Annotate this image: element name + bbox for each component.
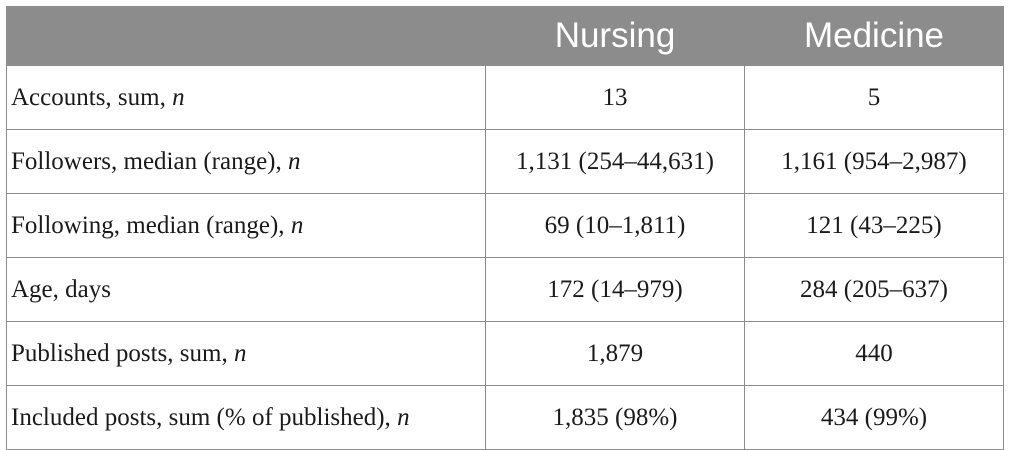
medicine-value: 284 (205–637)	[744, 257, 1004, 322]
nursing-value: 69 (10–1,811)	[485, 193, 745, 258]
row-label: Following, median (range), n	[6, 193, 486, 258]
medicine-value: 434 (99%)	[744, 385, 1004, 450]
nursing-value: 1,879	[485, 321, 745, 386]
table-row: Age, days 172 (14–979) 284 (205–637)	[6, 257, 1004, 322]
row-label-text: Published posts, sum,	[11, 339, 234, 367]
row-label: Followers, median (range), n	[6, 129, 486, 194]
row-label-text: Followers, median (range),	[11, 147, 289, 175]
medicine-value: 440	[744, 321, 1004, 386]
medicine-value: 121 (43–225)	[744, 193, 1004, 258]
row-label-unit: n	[288, 147, 301, 175]
row-label: Accounts, sum, n	[6, 65, 486, 130]
summary-table: Nursing Medicine Accounts, sum, n 13 5 F…	[6, 6, 1004, 450]
row-label-unit: n	[290, 211, 304, 239]
row-label: Published posts, sum, n	[6, 321, 486, 386]
nursing-value: 1,131 (254–44,631)	[485, 129, 745, 194]
row-label-unit: n	[397, 403, 410, 431]
row-label-text: Included posts, sum (% of published),	[11, 403, 398, 431]
header-row: Nursing Medicine	[6, 6, 1004, 66]
nursing-value: 13	[485, 65, 745, 130]
table-row: Included posts, sum (% of published), n …	[6, 385, 1004, 450]
row-label-text: Following, median (range),	[11, 211, 291, 239]
row-label-text: Age, days	[11, 275, 111, 303]
header-empty-cell	[6, 6, 486, 66]
row-label-text: Accounts, sum,	[11, 83, 173, 111]
row-label: Included posts, sum (% of published), n	[6, 385, 486, 450]
header-nursing: Nursing	[485, 6, 745, 66]
medicine-value: 1,161 (954–2,987)	[744, 129, 1004, 194]
nursing-value: 172 (14–979)	[485, 257, 745, 322]
row-label: Age, days	[6, 257, 486, 322]
table-row: Accounts, sum, n 13 5	[6, 65, 1004, 130]
table-row: Following, median (range), n 69 (10–1,81…	[6, 193, 1004, 258]
row-label-unit: n	[172, 83, 185, 111]
header-medicine: Medicine	[744, 6, 1004, 66]
table-row: Published posts, sum, n 1,879 440	[6, 321, 1004, 386]
row-label-unit: n	[233, 339, 247, 367]
table-row: Followers, median (range), n 1,131 (254–…	[6, 129, 1004, 194]
nursing-value: 1,835 (98%)	[485, 385, 745, 450]
medicine-value: 5	[744, 65, 1004, 130]
